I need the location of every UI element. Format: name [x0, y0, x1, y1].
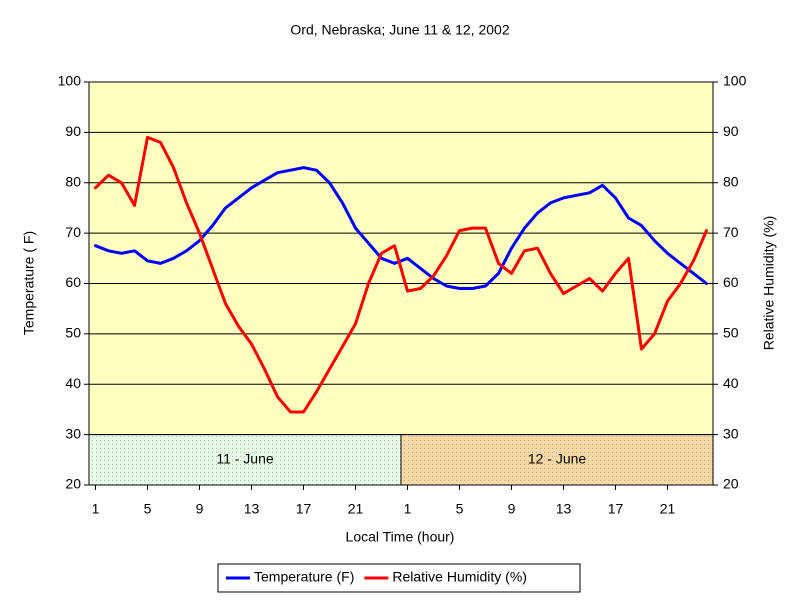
y2-tick-label: 50	[723, 325, 739, 341]
x-axis-label: Local Time (hour)	[346, 529, 455, 545]
y2-tick-label: 70	[723, 224, 739, 240]
y-tick-label: 60	[65, 274, 81, 290]
x-tick-label: 5	[456, 501, 464, 517]
day-label: 12 - June	[528, 451, 587, 467]
y2-tick-label: 80	[723, 173, 739, 189]
y2-tick-label: 20	[723, 476, 739, 492]
x-tick-label: 5	[144, 501, 152, 517]
x-tick-label: 1	[404, 501, 412, 517]
y2-tick-label: 40	[723, 375, 739, 391]
x-tick-label: 9	[508, 501, 516, 517]
plot-frame	[88, 81, 714, 486]
y-tick-label: 70	[65, 224, 81, 240]
day-label: 11 - June	[216, 451, 274, 467]
x-tick-label: 21	[348, 501, 364, 517]
x-tick-label: 13	[556, 501, 572, 517]
chart-title: Ord, Nebraska; June 11 & 12, 2002	[290, 22, 509, 38]
y-tick-label: 20	[65, 476, 81, 492]
y-tick-label: 30	[65, 425, 81, 441]
y-tick-label: 90	[65, 123, 81, 139]
y-tick-label: 40	[65, 375, 81, 391]
x-tick-label: 13	[244, 501, 260, 517]
y-tick-label: 100	[58, 73, 82, 89]
y2-tick-label: 30	[723, 425, 739, 441]
x-tick-label: 9	[196, 501, 204, 517]
x-tick-label: 21	[660, 501, 676, 517]
y2-axis-label: Relative Humidity (%)	[761, 216, 777, 351]
legend-box	[217, 563, 581, 593]
y-tick-label: 50	[65, 325, 81, 341]
y-axis-label: Temperature ( F)	[21, 231, 37, 335]
x-tick-label: 17	[296, 501, 312, 517]
y2-tick-label: 90	[723, 123, 739, 139]
y2-tick-label: 60	[723, 274, 739, 290]
y2-tick-label: 100	[723, 73, 747, 89]
legend-label: Relative Humidity (%)	[392, 569, 527, 585]
series-line	[94, 135, 708, 414]
y-tick-label: 80	[65, 173, 81, 189]
x-tick-label: 17	[608, 501, 624, 517]
day-band	[400, 434, 714, 486]
series-line	[94, 166, 708, 290]
legend-label: Temperature (F)	[254, 569, 354, 585]
x-tick-label: 1	[92, 501, 100, 517]
